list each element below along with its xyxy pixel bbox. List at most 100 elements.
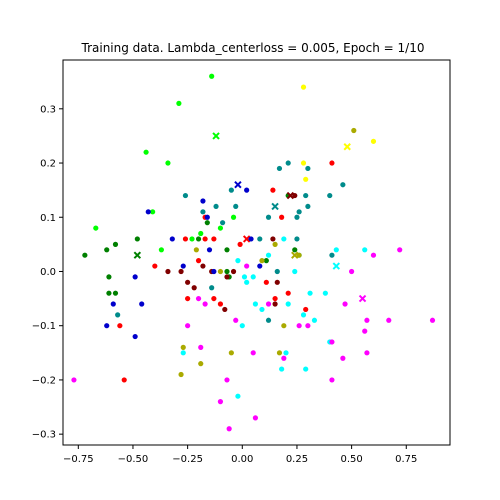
x-tick-label: 0.00 bbox=[231, 454, 253, 465]
scatter-point bbox=[224, 377, 230, 383]
scatter-point bbox=[322, 290, 328, 296]
scatter-point bbox=[191, 285, 197, 291]
cluster-center-marker bbox=[271, 202, 279, 211]
scatter-point bbox=[257, 236, 263, 242]
y-tick-label: 0.0 bbox=[40, 267, 56, 278]
cluster-center-marker bbox=[133, 251, 142, 259]
scatter-point bbox=[340, 182, 346, 188]
scatter-point bbox=[182, 236, 189, 242]
cluster-center-marker bbox=[343, 143, 351, 151]
scatter-point bbox=[296, 209, 302, 215]
scatter-point bbox=[303, 306, 309, 313]
scatter-point bbox=[386, 317, 392, 323]
cluster-center-marker bbox=[242, 235, 251, 243]
scatter-point bbox=[279, 214, 285, 220]
scatter-point bbox=[185, 295, 191, 302]
scatter-point bbox=[178, 371, 184, 378]
scatter-point bbox=[178, 268, 184, 275]
scatter-point bbox=[340, 355, 346, 361]
x-tick-label: 0.50 bbox=[340, 454, 362, 465]
scatter-point bbox=[279, 366, 285, 372]
scatter-point bbox=[259, 306, 265, 313]
cluster-center-marker bbox=[291, 251, 299, 259]
scatter-point bbox=[222, 306, 228, 313]
scatter-point bbox=[351, 127, 357, 134]
y-tick-label: −0.2 bbox=[32, 375, 56, 386]
scatter-point bbox=[285, 301, 291, 307]
scatter-point bbox=[193, 247, 199, 253]
scatter-point bbox=[265, 301, 272, 307]
scatter-point bbox=[272, 295, 278, 302]
scatter-point bbox=[270, 187, 276, 193]
scatter-point bbox=[180, 344, 186, 350]
scatter-point bbox=[233, 317, 239, 323]
y-axis: −0.3 −0.2 −0.1 0.0 0.1 0.2 0.3 bbox=[32, 104, 63, 441]
scatter-point bbox=[265, 252, 272, 258]
scatter-point bbox=[364, 317, 370, 323]
scatter-point bbox=[370, 252, 377, 258]
scatter-point bbox=[329, 160, 335, 166]
scatter-point bbox=[248, 236, 254, 242]
scatter-point bbox=[195, 258, 202, 264]
scatter-point bbox=[211, 295, 217, 302]
scatter-point bbox=[71, 377, 77, 383]
scatter-point bbox=[158, 247, 164, 253]
scatter-point bbox=[195, 236, 202, 242]
scatter-point bbox=[252, 415, 259, 421]
cluster-center-marker bbox=[358, 294, 367, 303]
x-tick-label: 0.75 bbox=[395, 454, 417, 465]
scatter-point bbox=[230, 214, 237, 220]
scatter-point bbox=[202, 301, 208, 307]
scatter-point bbox=[303, 192, 309, 199]
scatter-point bbox=[82, 252, 88, 258]
scatter-point bbox=[202, 236, 208, 242]
scatter-point bbox=[285, 290, 291, 296]
scatter-point bbox=[228, 350, 234, 356]
scatter-point bbox=[283, 350, 289, 356]
scatter-point bbox=[206, 247, 213, 253]
x-tick-label: −0.25 bbox=[172, 454, 203, 465]
scatter-point bbox=[272, 241, 278, 247]
scatter-point bbox=[276, 165, 283, 172]
scatter-point bbox=[397, 247, 403, 253]
scatter-point bbox=[211, 236, 217, 242]
scatter-point bbox=[233, 203, 239, 210]
scatter-point bbox=[169, 236, 175, 242]
scatter-point bbox=[300, 160, 307, 166]
scatter-point bbox=[281, 236, 287, 242]
scatter-point bbox=[333, 247, 339, 253]
scatter-point bbox=[257, 263, 263, 269]
scatter-point bbox=[224, 274, 230, 280]
y-tick-label: 0.1 bbox=[40, 213, 56, 224]
scatter-point bbox=[274, 279, 280, 285]
scatter-point bbox=[217, 399, 224, 405]
scatter-point bbox=[239, 323, 245, 329]
scatter-point bbox=[200, 209, 206, 215]
scatter-point bbox=[217, 225, 224, 231]
scatter-point bbox=[270, 236, 276, 242]
scatter-point bbox=[300, 84, 307, 90]
scatter-point bbox=[250, 274, 256, 280]
scatter-point bbox=[209, 285, 215, 291]
scatter-point bbox=[198, 344, 204, 350]
scatter-point bbox=[329, 377, 335, 383]
scatter-point bbox=[364, 350, 370, 356]
scatter-point bbox=[244, 263, 250, 269]
scatter-point bbox=[296, 323, 302, 329]
scatter-point bbox=[349, 268, 355, 275]
y-tick-label: 0.3 bbox=[40, 104, 56, 115]
scatter-point bbox=[176, 100, 182, 106]
cluster-center-marker bbox=[234, 181, 242, 189]
scatter-point bbox=[294, 236, 300, 242]
chart-title: Training data. Lambda_centerloss = 0.005… bbox=[81, 41, 425, 55]
y-tick-label: −0.3 bbox=[32, 430, 56, 441]
scatter-point bbox=[274, 268, 280, 275]
scatter-point bbox=[285, 160, 291, 166]
scatter-point bbox=[139, 301, 145, 307]
scatter-point bbox=[220, 220, 226, 226]
scatter-point bbox=[185, 279, 191, 285]
scatter-point bbox=[429, 317, 436, 323]
scatter-point bbox=[134, 236, 140, 242]
scatter-point bbox=[342, 301, 348, 307]
scatter-point bbox=[200, 263, 206, 269]
